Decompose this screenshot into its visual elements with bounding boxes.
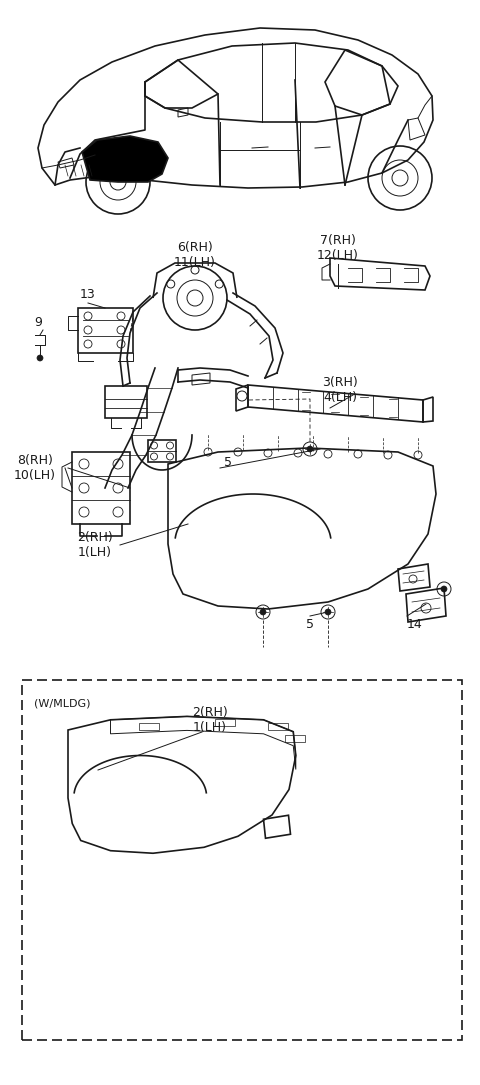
Text: 8(RH)
10(LH): 8(RH) 10(LH) [14, 454, 56, 482]
Circle shape [260, 609, 266, 615]
Circle shape [307, 446, 313, 452]
Text: 3(RH)
4(LH): 3(RH) 4(LH) [322, 376, 358, 404]
Text: 6(RH)
11(LH): 6(RH) 11(LH) [174, 241, 216, 269]
Text: 2(RH)
1(LH): 2(RH) 1(LH) [77, 531, 113, 559]
Text: 2(RH)
1(LH): 2(RH) 1(LH) [192, 706, 228, 733]
Circle shape [441, 586, 447, 592]
Text: 9: 9 [34, 316, 42, 329]
Text: 13: 13 [80, 289, 96, 302]
Text: 5: 5 [224, 456, 232, 469]
Text: 7(RH)
12(LH): 7(RH) 12(LH) [317, 234, 359, 261]
Circle shape [37, 355, 43, 361]
Text: 5: 5 [306, 617, 314, 630]
Text: (W/MLDG): (W/MLDG) [34, 698, 91, 709]
Polygon shape [82, 136, 168, 182]
Text: 14: 14 [407, 617, 423, 630]
Circle shape [325, 609, 331, 615]
